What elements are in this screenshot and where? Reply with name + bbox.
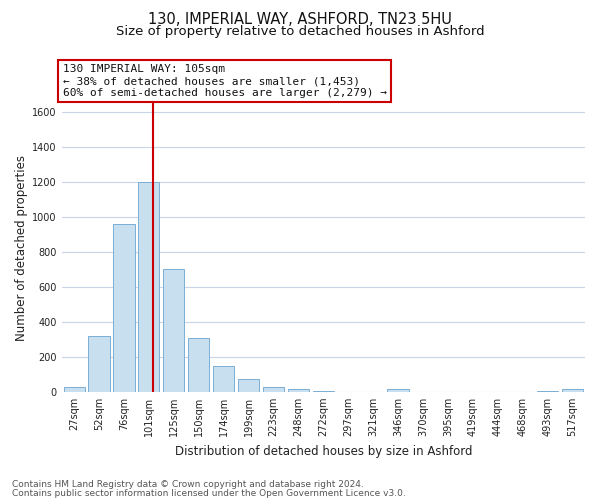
Bar xyxy=(537,391,558,392)
Bar xyxy=(138,182,160,392)
Y-axis label: Number of detached properties: Number of detached properties xyxy=(15,154,28,340)
Bar xyxy=(562,389,583,392)
Bar xyxy=(238,378,259,392)
Bar xyxy=(263,388,284,392)
Text: Size of property relative to detached houses in Ashford: Size of property relative to detached ho… xyxy=(116,25,484,38)
Bar xyxy=(188,338,209,392)
Bar xyxy=(88,336,110,392)
Bar xyxy=(313,391,334,392)
Bar xyxy=(113,224,134,392)
Text: 130 IMPERIAL WAY: 105sqm
← 38% of detached houses are smaller (1,453)
60% of sem: 130 IMPERIAL WAY: 105sqm ← 38% of detach… xyxy=(63,64,387,98)
Bar xyxy=(213,366,234,392)
Bar xyxy=(288,389,309,392)
Text: 130, IMPERIAL WAY, ASHFORD, TN23 5HU: 130, IMPERIAL WAY, ASHFORD, TN23 5HU xyxy=(148,12,452,28)
Bar xyxy=(64,388,85,392)
X-axis label: Distribution of detached houses by size in Ashford: Distribution of detached houses by size … xyxy=(175,444,472,458)
Text: Contains public sector information licensed under the Open Government Licence v3: Contains public sector information licen… xyxy=(12,489,406,498)
Bar xyxy=(163,270,184,392)
Bar xyxy=(388,389,409,392)
Text: Contains HM Land Registry data © Crown copyright and database right 2024.: Contains HM Land Registry data © Crown c… xyxy=(12,480,364,489)
